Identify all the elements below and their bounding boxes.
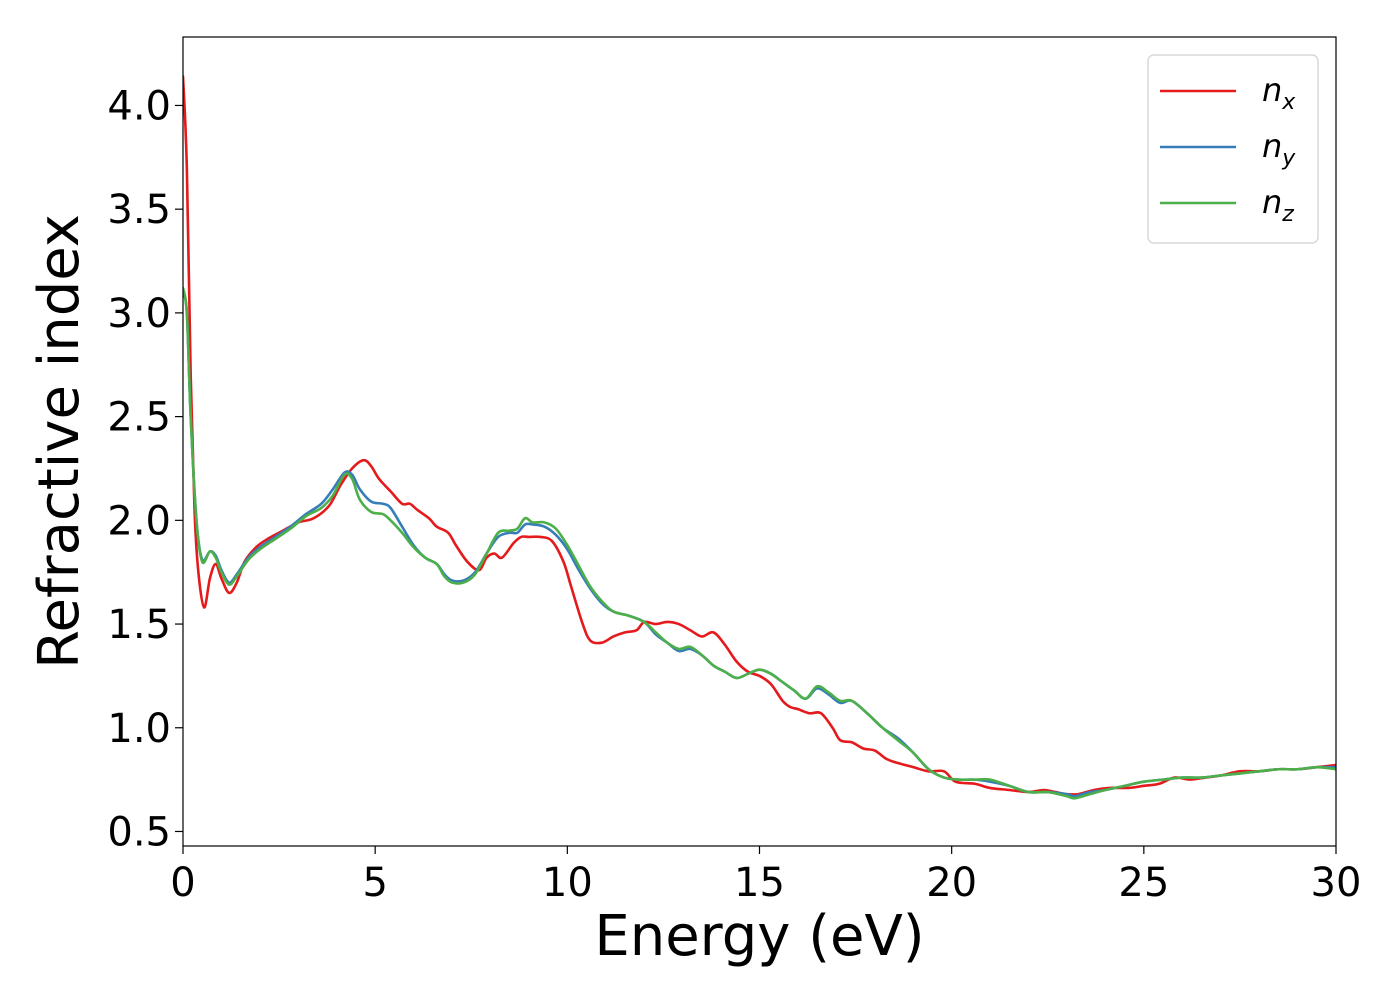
axis-ticks: 0 5 10 15 20 25 30 0.5 1.0 1.5 2.0 2.5 3.0 3.5 4.0 bbox=[107, 83, 1361, 906]
legend-label-sub: z bbox=[1281, 202, 1294, 227]
y-tick-label: 1.0 bbox=[107, 706, 171, 752]
x-tick-label: 15 bbox=[734, 860, 785, 906]
legend-label-base: n bbox=[1262, 127, 1282, 165]
plot-frame bbox=[182, 36, 1337, 847]
legend-label-y: ny bbox=[1262, 127, 1296, 171]
legend-label-sub: x bbox=[1281, 90, 1296, 115]
x-tick-label: 10 bbox=[542, 860, 593, 906]
legend-label-sub: y bbox=[1281, 146, 1296, 171]
legend-label-base: n bbox=[1262, 71, 1282, 109]
series-line-z bbox=[183, 286, 1336, 800]
legend-label-z: nz bbox=[1262, 183, 1294, 227]
y-axis-label: Refractive index bbox=[27, 214, 92, 669]
legend-label-x: nx bbox=[1262, 71, 1296, 115]
legend-label-base: n bbox=[1262, 183, 1282, 221]
x-axis-label: Energy (eV) bbox=[594, 904, 924, 969]
x-tick-label: 0 bbox=[170, 860, 195, 906]
y-tick-label: 0.5 bbox=[107, 809, 171, 855]
x-tick-label: 5 bbox=[362, 860, 387, 906]
x-tick-label: 20 bbox=[926, 860, 977, 906]
x-tick-label: 30 bbox=[1311, 860, 1362, 906]
legend-box bbox=[1147, 54, 1319, 244]
y-tick-label: 3.0 bbox=[107, 291, 171, 337]
y-tick-label: 4.0 bbox=[107, 83, 171, 129]
x-tick-label: 25 bbox=[1118, 860, 1169, 906]
y-tick-label: 2.5 bbox=[107, 395, 171, 441]
y-tick-label: 1.5 bbox=[107, 602, 171, 648]
plot-area bbox=[183, 75, 1336, 800]
y-tick-label: 2.0 bbox=[107, 498, 171, 544]
y-tick-label: 3.5 bbox=[107, 187, 171, 233]
